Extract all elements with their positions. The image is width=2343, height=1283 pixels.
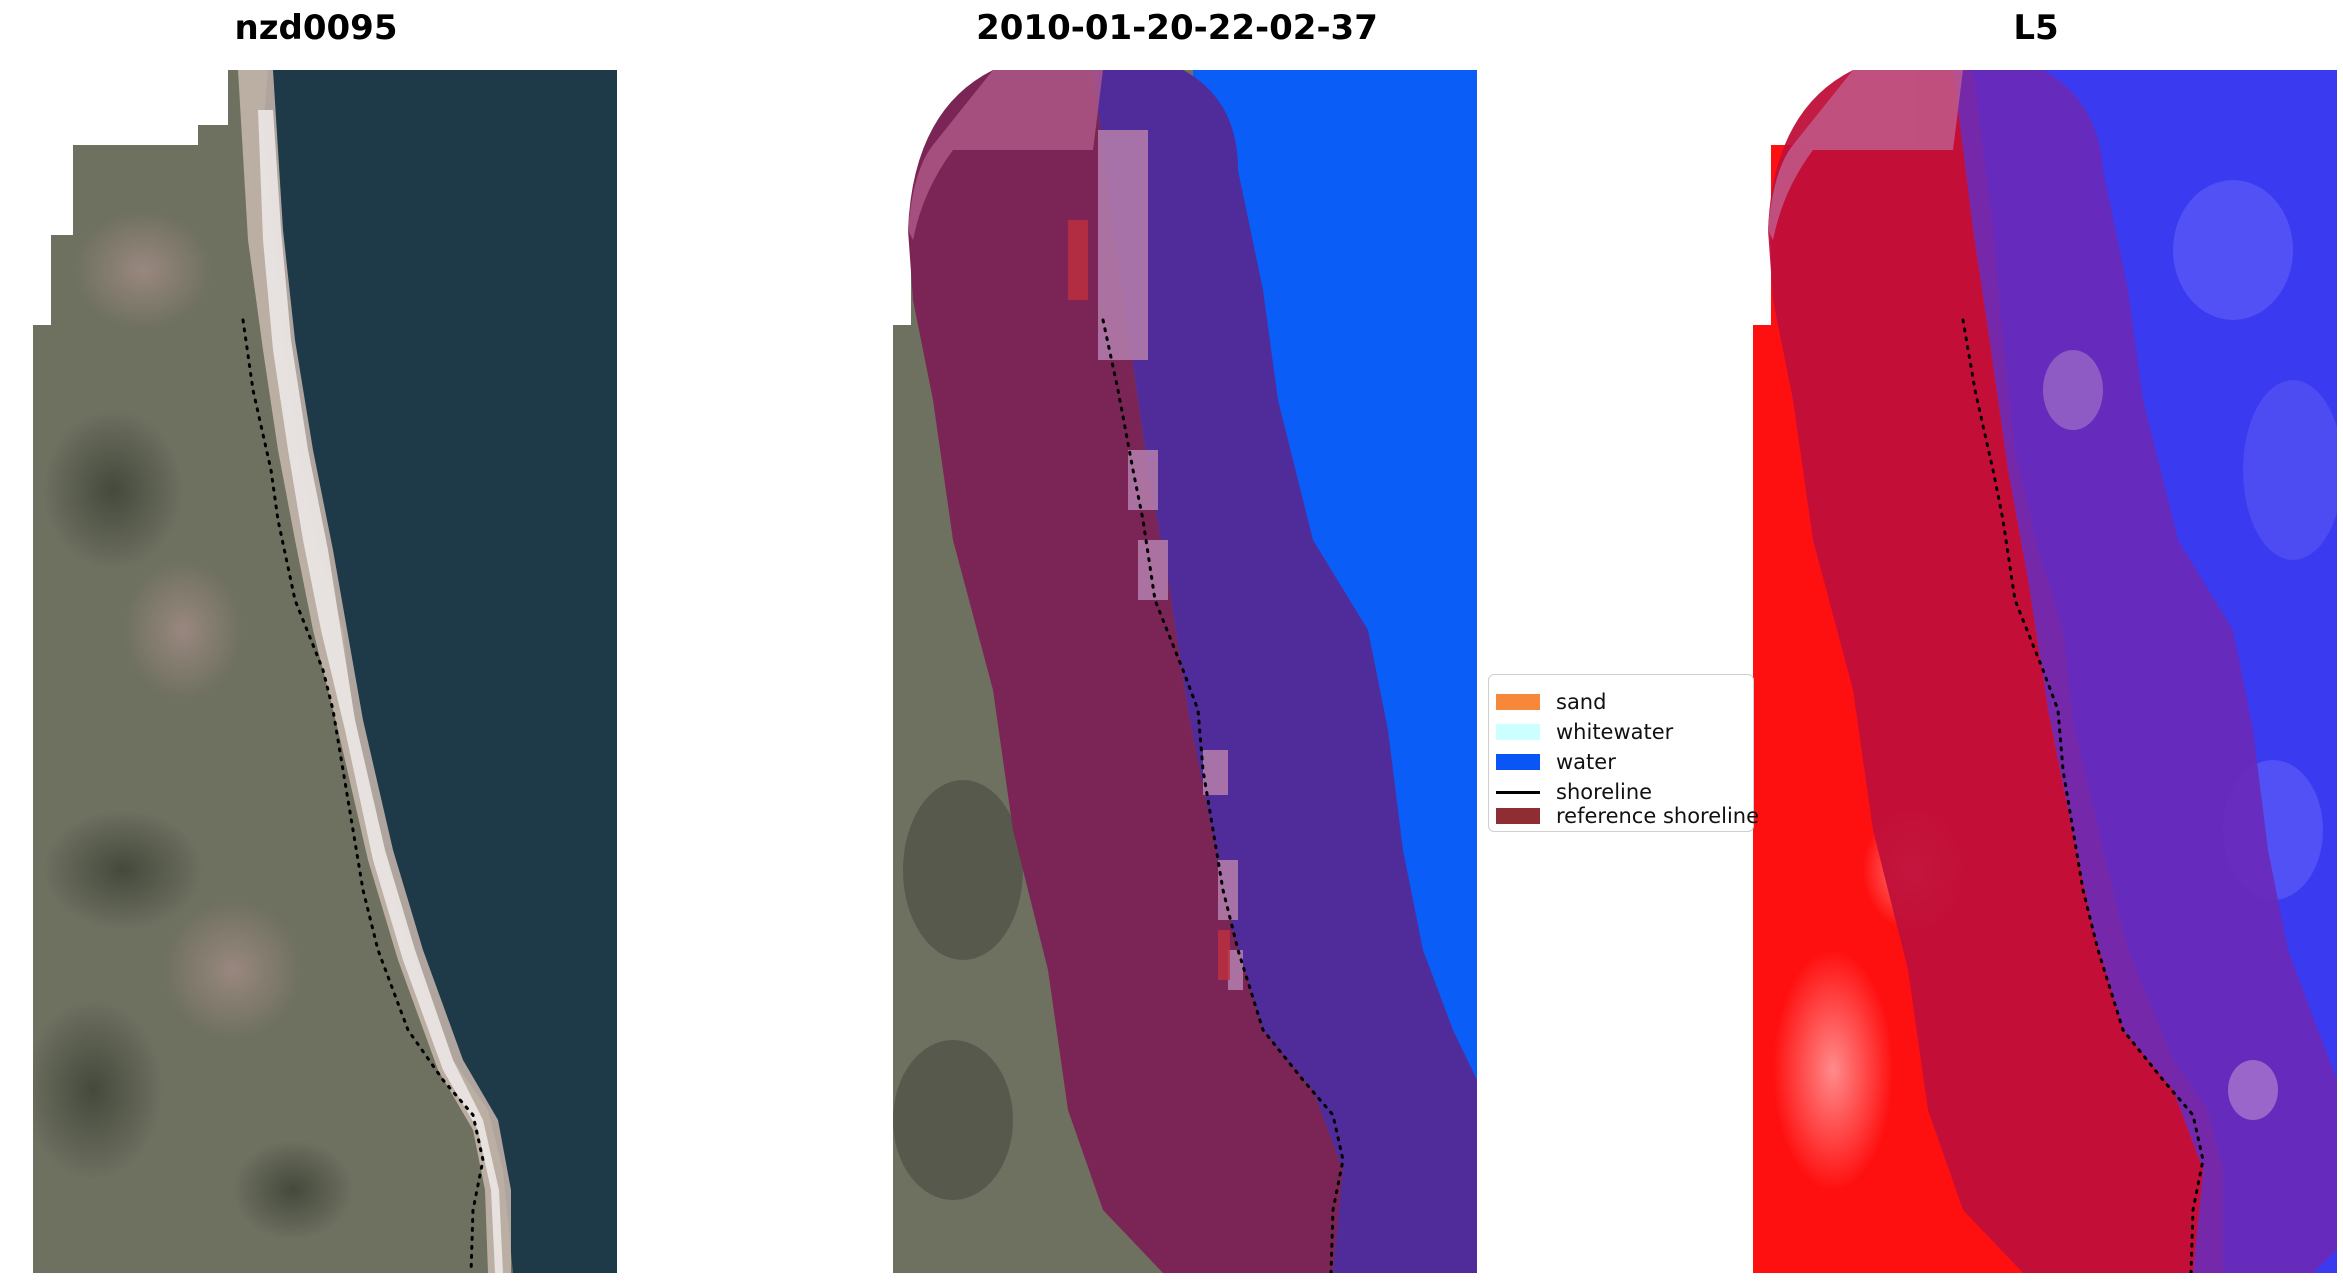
sea-area: [263, 70, 617, 1273]
legend-swatch-reference-shoreline: [1496, 808, 1540, 824]
reference-buffer-land: [1768, 70, 2203, 1273]
legend: sand whitewater water shoreline referenc…: [1488, 674, 1759, 832]
panel-title-sensor: L5: [2013, 8, 2059, 48]
legend-label: sand: [1556, 690, 1607, 714]
legend-label: shoreline: [1556, 780, 1653, 804]
panel-title-image: nzd0095: [234, 8, 398, 48]
legend-swatch-water: [1496, 754, 1540, 770]
legend-item-shoreline: shoreline: [1489, 777, 1652, 807]
legend-label: whitewater: [1556, 720, 1674, 744]
l5-panel: [1753, 70, 2337, 1273]
legend-swatch-whitewater: [1496, 724, 1540, 740]
legend-label: water: [1556, 750, 1616, 774]
reference-buffer-sea: [1093, 70, 1477, 1273]
legend-swatch-sand: [1496, 694, 1540, 710]
legend-item-reference-shoreline: reference shoreline: [1489, 801, 1759, 831]
classification-panel: [893, 70, 1477, 1273]
legend-line-shoreline: [1496, 790, 1540, 794]
shoreline-dotted: [1961, 318, 2205, 1273]
legend-item-whitewater: whitewater: [1489, 717, 1673, 747]
legend-label: reference shoreline: [1556, 804, 1760, 828]
panel-title-date: 2010-01-20-22-02-37: [976, 8, 1378, 48]
shoreline-dotted: [1101, 318, 1345, 1273]
shoreline-dotted: [241, 318, 485, 1273]
legend-item-sand: sand: [1489, 687, 1606, 717]
legend-item-water: water: [1489, 747, 1616, 777]
rgb-image-panel: [33, 70, 617, 1273]
